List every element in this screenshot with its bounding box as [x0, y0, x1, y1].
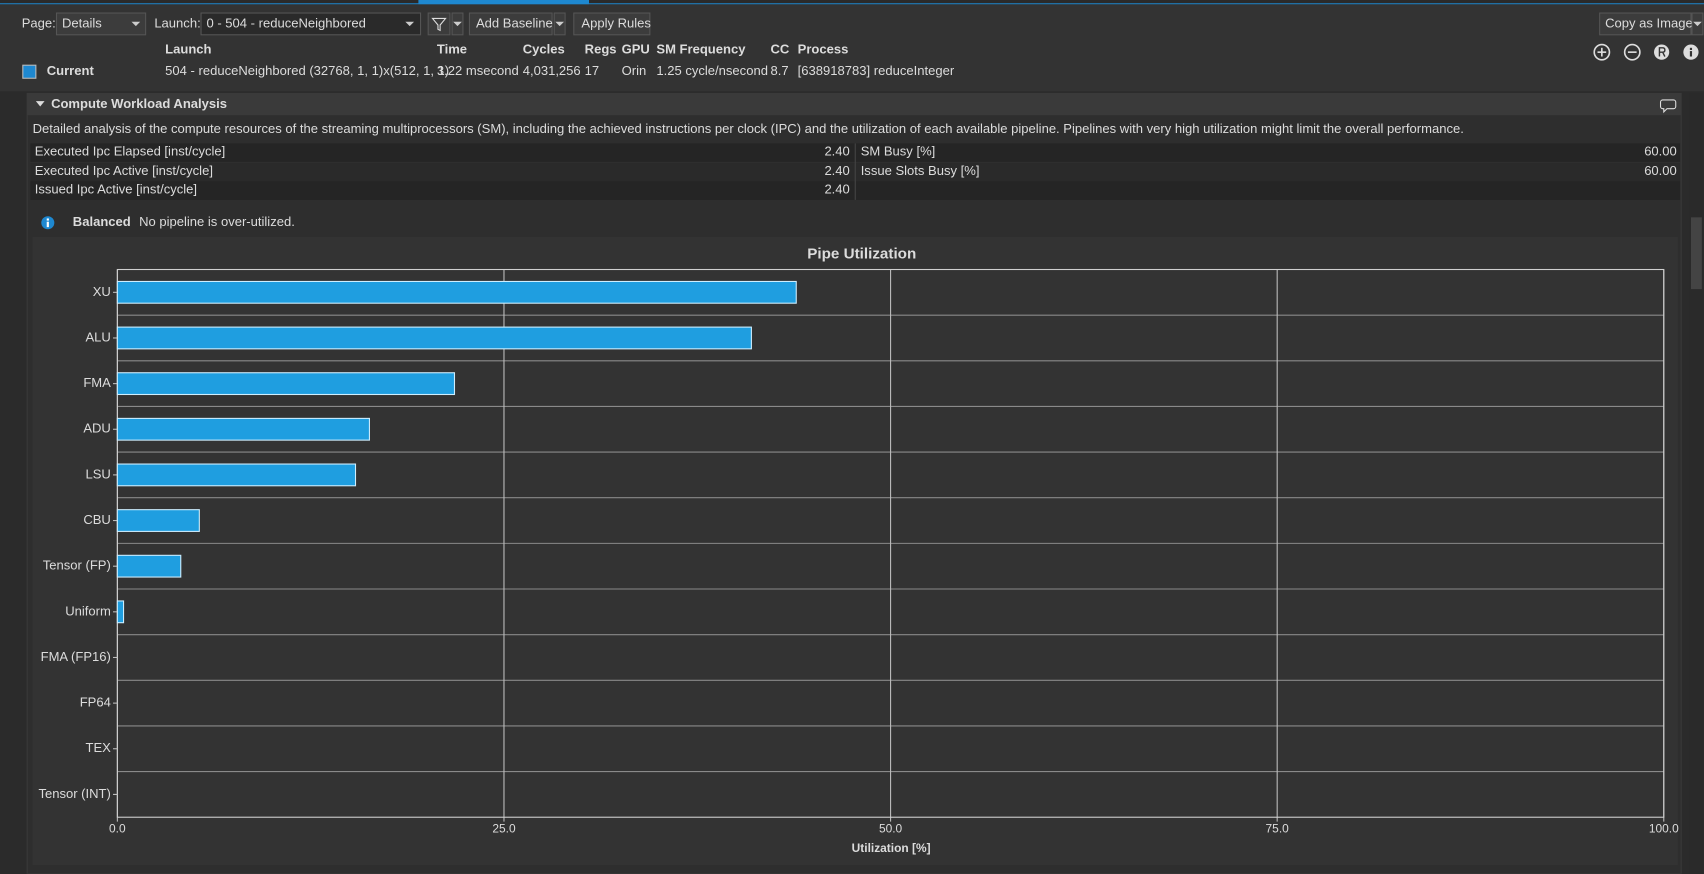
y-tick-label: XU — [93, 284, 111, 299]
x-tick-label: 50.0 — [879, 821, 903, 835]
summary-cell: 17 — [585, 63, 599, 78]
y-tick-label: CBU — [83, 512, 111, 527]
y-tick-label: ADU — [83, 421, 111, 436]
section-title: Compute Workload Analysis — [51, 96, 227, 111]
info-glyph — [1689, 47, 1693, 50]
apply-rules: Apply Rules — [581, 15, 651, 30]
y-tick-label: LSU — [85, 466, 110, 481]
y-tick-label: FMA (FP16) — [41, 649, 111, 664]
summary-header: Process — [798, 41, 849, 56]
x-tick-label: 0.0 — [109, 821, 126, 835]
dropdown-arrow — [1693, 21, 1702, 27]
summary-cell: Orin — [622, 63, 647, 78]
summary-header: Time — [437, 41, 467, 56]
section-header[interactable] — [27, 93, 1682, 116]
launch-dropdown[interactable] — [200, 12, 422, 36]
summary-header: Regs — [585, 41, 617, 56]
info-glyph — [1689, 51, 1693, 57]
metric-name: Executed Ipc Active [inst/cycle] — [35, 163, 213, 178]
remove-button[interactable] — [1623, 43, 1641, 61]
metric-name: SM Busy [%] — [861, 144, 936, 159]
metric-value: 60.00 — [1644, 163, 1677, 178]
x-tick-label: 25.0 — [492, 821, 516, 835]
x-tick-label: 100.0 — [1649, 821, 1679, 835]
bar — [116, 463, 357, 487]
bar — [116, 326, 752, 350]
dropdown-arrow — [131, 21, 141, 27]
tab-strip — [0, 0, 1704, 5]
x-tick-label: 75.0 — [1266, 821, 1290, 835]
comment-icon — [1659, 99, 1677, 114]
y-tick-label: Tensor (INT) — [38, 786, 110, 801]
metric-name: Issued Ipc Active [inst/cycle] — [35, 182, 197, 197]
metric-name: Executed Ipc Elapsed [inst/cycle] — [35, 144, 225, 159]
summary-cell: 1.25 cycle/nsecond — [656, 63, 768, 78]
metric-value: 2.40 — [824, 144, 849, 159]
info-title: Balanced — [73, 214, 131, 229]
x-axis-title: Utilization [%] — [852, 841, 931, 855]
summary-header: CC — [770, 41, 789, 56]
active-tab — [418, 0, 590, 5]
info-text: No pipeline is over-utilized. — [139, 214, 295, 229]
chart-title: Pipe Utilization — [807, 245, 916, 262]
collapse-arrow — [35, 101, 45, 107]
launch-label: Launch: — [154, 15, 200, 30]
current-swatch — [22, 64, 37, 79]
dropdown-arrow — [453, 21, 462, 27]
add-button[interactable] — [1593, 43, 1611, 61]
summary-cell: [638918783] reduceInteger — [798, 63, 955, 78]
y-tick-label: TEX — [86, 740, 112, 755]
apply-rules-button[interactable] — [573, 12, 651, 36]
bar — [116, 280, 797, 304]
summary-cell: 504 - reduceNeighbored (32768, 1, 1)x(51… — [165, 63, 449, 78]
summary-cell: 8.7 — [770, 63, 788, 78]
filter-button[interactable] — [427, 12, 451, 36]
section-description: Detailed analysis of the compute resourc… — [33, 121, 1464, 136]
bar — [116, 554, 182, 578]
y-tick-label: Uniform — [65, 603, 111, 618]
tab-underline — [0, 3, 1704, 5]
y-tick-label: FP64 — [80, 695, 111, 710]
summary-header: GPU — [622, 41, 650, 56]
add-baseline-button[interactable] — [468, 12, 553, 36]
y-tick-label: ALU — [85, 329, 110, 344]
bar — [116, 417, 370, 441]
summary-cell: 3.22 msecond — [437, 63, 519, 78]
summary-header: SM Frequency — [656, 41, 746, 56]
plot-border — [116, 268, 1665, 818]
bar — [116, 600, 125, 624]
page-dropdown[interactable] — [55, 12, 147, 36]
page-label: Page: — [22, 15, 56, 30]
y-tick-label: FMA — [83, 375, 111, 390]
page-value: Details — [62, 15, 102, 30]
info-glyph — [46, 218, 49, 221]
bar — [116, 509, 200, 532]
rules-glyph — [1658, 47, 1666, 57]
metric-name: Issue Slots Busy [%] — [861, 163, 980, 178]
summary-header: Launch — [165, 41, 211, 56]
scrollbar — [1689, 93, 1703, 874]
dropdown-arrow — [405, 21, 415, 27]
metric-value: 60.00 — [1644, 144, 1677, 159]
metric-value: 2.40 — [824, 182, 849, 197]
launch-value: 0 - 504 - reduceNeighbored — [206, 15, 365, 30]
copy-as-image: Copy as Image — [1605, 15, 1693, 30]
filter-icon — [431, 17, 447, 32]
info-glyph — [46, 221, 49, 228]
add-baseline: Add Baseline — [476, 15, 553, 30]
metric-value: 2.40 — [824, 163, 849, 178]
bar — [116, 372, 456, 396]
dropdown-arrow — [555, 21, 565, 27]
copy-image-button[interactable] — [1599, 12, 1692, 36]
summary-header: Cycles — [523, 41, 565, 56]
summary-cell: 4,031,256 — [523, 63, 581, 78]
current-label: Current — [47, 63, 95, 78]
scroll-thumb — [1690, 217, 1702, 290]
y-tick-label: Tensor (FP) — [43, 558, 111, 573]
